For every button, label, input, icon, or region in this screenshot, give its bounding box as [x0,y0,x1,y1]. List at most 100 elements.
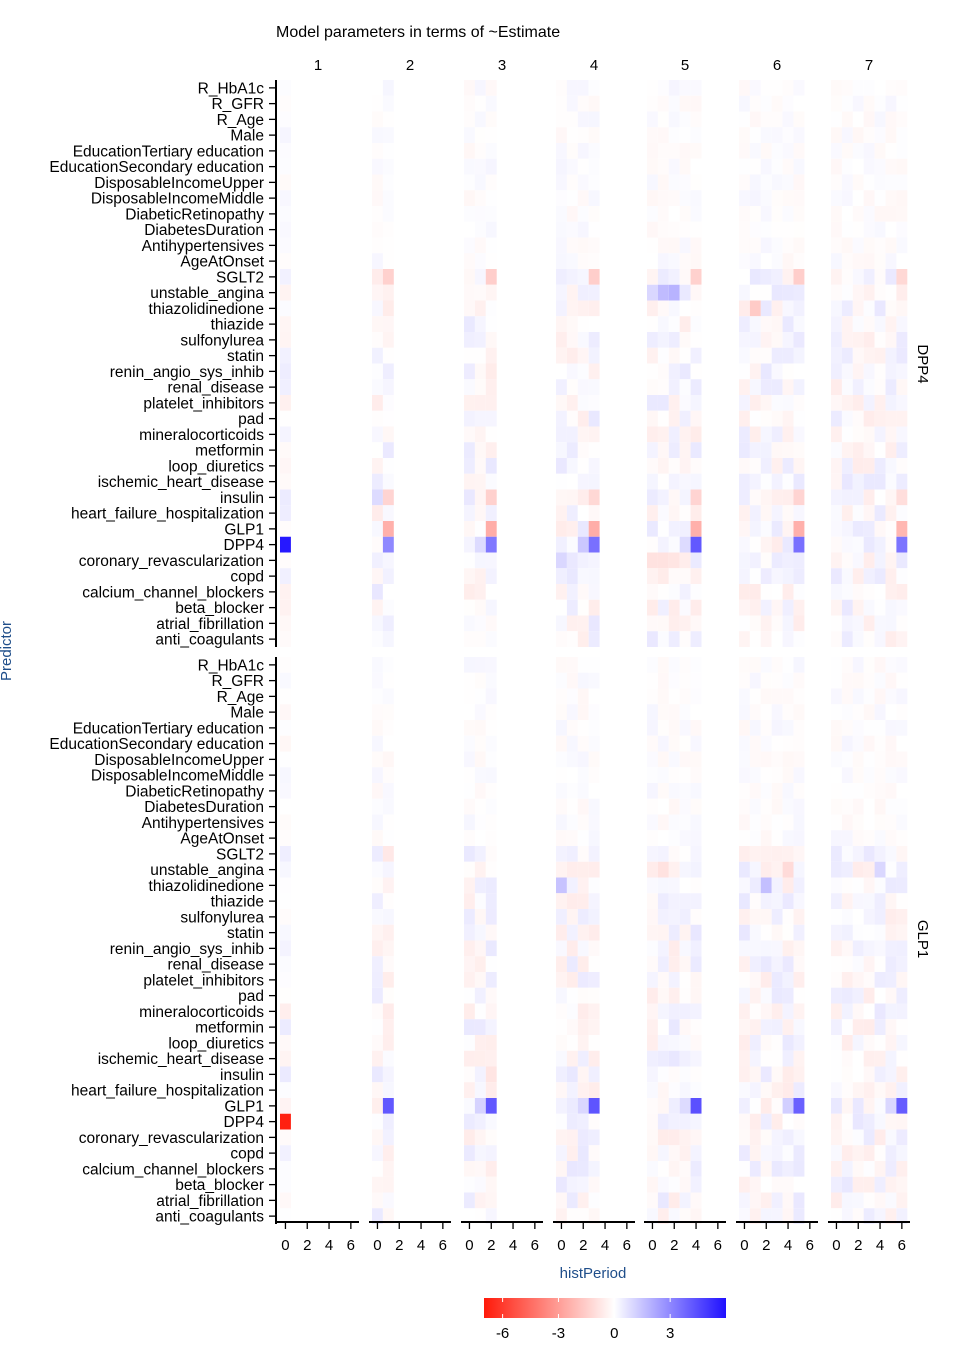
heatmap-cell [863,584,875,600]
heatmap-cell [566,269,578,285]
heatmap-cell [760,1208,772,1224]
heatmap-cell [771,1145,783,1161]
heatmap-cell [852,253,864,269]
predictor-label: mineralocorticoids [139,1004,264,1021]
predictor-label: loop_diuretics [168,1035,264,1052]
heatmap-cell [874,987,886,1004]
heatmap-cell [577,720,589,736]
heatmap-cell [760,347,772,364]
heatmap-cell [657,568,669,584]
heatmap-cell [588,253,600,269]
heatmap-cell [841,767,853,783]
heatmap-cell [771,442,783,458]
heatmap-cell [690,505,702,521]
heatmap-cell [852,615,864,632]
heatmap-cell [372,972,383,988]
heatmap-cell [760,599,772,616]
heatmap-cell [577,1161,589,1177]
heatmap-cell [474,1050,486,1067]
heatmap-cell [372,1208,383,1224]
heatmap-cell [793,1082,805,1098]
heatmap-cell [464,379,475,395]
heatmap-cell [896,1161,908,1177]
heatmap-cell [690,316,702,332]
heatmap-cell [771,80,783,96]
heatmap-cell [831,1003,842,1020]
heatmap-cell [464,426,475,443]
heatmap-cell [841,536,853,553]
heatmap-cell [679,111,691,128]
heatmap-cell [782,1113,794,1130]
heatmap-cell [382,1129,394,1146]
heatmap-cell [739,206,750,222]
heatmap-cell [885,473,897,490]
heatmap-cell [657,1208,669,1224]
heatmap-cell [739,95,750,112]
heatmap-cell [749,1113,761,1130]
heatmap-cell [372,1145,383,1161]
predictor-label: heart_failure_hospitalization [71,506,264,523]
heatmap-cell [647,909,658,925]
heatmap-cell [739,158,750,175]
heatmap-cell [852,347,864,364]
heatmap-cell [280,893,291,909]
heatmap-cell [874,347,886,364]
x-tick-label: 4 [417,1237,425,1254]
heatmap-cell [464,1176,475,1193]
heatmap-cell [831,1145,842,1161]
heatmap-cell [588,489,600,506]
heatmap-cell [588,877,600,894]
heatmap-cell [739,568,750,584]
heatmap-cell [464,206,475,222]
heatmap-cell [831,1035,842,1051]
heatmap-cell [874,861,886,878]
heatmap-cell [841,672,853,689]
heatmap-cell [679,972,691,988]
predictor-label: heart_failure_hospitalization [71,1083,264,1100]
heatmap-cell [852,505,864,521]
heatmap-cell [874,584,886,600]
heatmap-cell [485,521,497,537]
heatmap-cell [668,1050,680,1067]
heatmap-cell [577,316,589,332]
heatmap-cell [485,615,497,632]
heatmap-cell [280,521,291,537]
heatmap-cell [749,909,761,925]
heatmap-cell [782,395,794,411]
heatmap-cell [863,940,875,957]
heatmap-cell [668,1019,680,1035]
heatmap-cell [874,767,886,783]
heatmap-cell [831,95,842,112]
heatmap-cell [647,584,658,600]
heatmap-cell [556,253,567,269]
heatmap-cell [852,1145,864,1161]
heatmap-cell [382,1019,394,1035]
heatmap-cell [760,798,772,815]
heatmap-cell [556,1161,567,1177]
heatmap-cell [372,347,383,364]
heatmap-cell [566,473,578,490]
heatmap-cell [679,846,691,862]
heatmap-cell [588,720,600,736]
heatmap-cell [485,972,497,988]
heatmap-cell [485,316,497,332]
heatmap-cell [668,1176,680,1193]
heatmap-cell [739,846,750,862]
heatmap-cell [885,1161,897,1177]
heatmap-cell [474,814,486,831]
heatmap-cell [372,206,383,222]
heatmap-cell [863,1208,875,1224]
heatmap-cell [793,584,805,600]
heatmap-cell [749,426,761,443]
heatmap-cell [280,395,291,411]
heatmap-cell [679,473,691,490]
heatmap-cell [668,284,680,301]
heatmap-cell [841,631,853,647]
heatmap-cell [679,1066,691,1083]
heatmap-cell [657,379,669,395]
heatmap-cell [896,237,908,254]
heatmap-cell [690,751,702,768]
heatmap-cell [852,704,864,720]
heatmap-cell [679,521,691,537]
heatmap-cell [382,190,394,206]
